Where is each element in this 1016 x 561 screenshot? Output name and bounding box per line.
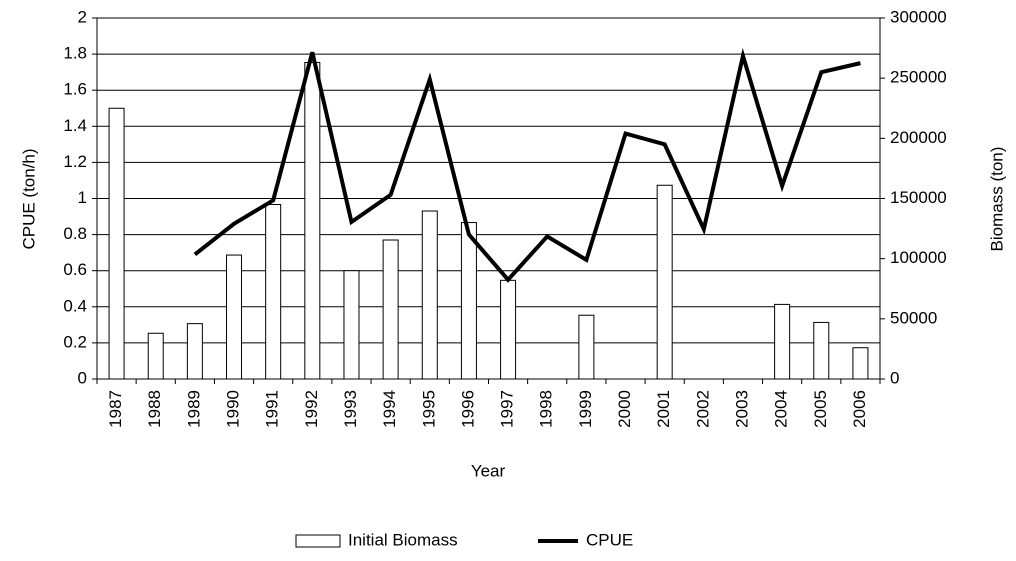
bar bbox=[186, 323, 203, 380]
legend-label: Initial Biomass bbox=[348, 530, 458, 549]
bar bbox=[852, 347, 869, 380]
y-tick-label: 1.4 bbox=[63, 116, 87, 135]
y-tick-label: 1.2 bbox=[63, 152, 87, 171]
x-tick-label: 1997 bbox=[498, 390, 517, 428]
bar bbox=[226, 254, 243, 380]
bar bbox=[656, 184, 673, 380]
x-tick-label: 1998 bbox=[537, 390, 556, 428]
bar bbox=[460, 222, 477, 380]
y-tick-label: 1 bbox=[78, 188, 87, 207]
y2-tick-label: 50000 bbox=[890, 308, 937, 327]
bar bbox=[813, 321, 830, 380]
y2-tick-label: 0 bbox=[890, 368, 899, 387]
y-tick-label: 0.8 bbox=[63, 224, 87, 243]
y-tick-label: 1.6 bbox=[63, 80, 87, 99]
bar bbox=[304, 62, 321, 380]
bar bbox=[500, 279, 517, 380]
y2-tick-label: 100000 bbox=[890, 248, 947, 267]
y-tick-label: 0.2 bbox=[63, 332, 87, 351]
x-tick-label: 1988 bbox=[145, 390, 164, 428]
bar bbox=[265, 204, 282, 380]
legend-swatch bbox=[295, 534, 341, 548]
bar bbox=[343, 270, 360, 380]
x-tick-label: 1993 bbox=[341, 390, 360, 428]
y2-tick-label: 250000 bbox=[890, 68, 947, 87]
y2-axis-label: Biomass (ton) bbox=[987, 147, 1006, 252]
x-tick-label: 1990 bbox=[224, 390, 243, 428]
y-tick-label: 0.4 bbox=[63, 296, 87, 315]
x-tick-label: 2001 bbox=[654, 390, 673, 428]
x-tick-label: 1996 bbox=[458, 390, 477, 428]
y2-tick-label: 150000 bbox=[890, 188, 947, 207]
x-tick-label: 1991 bbox=[263, 390, 282, 428]
x-tick-label: 1989 bbox=[184, 390, 203, 428]
bar bbox=[382, 239, 399, 380]
bar bbox=[108, 107, 125, 380]
bar bbox=[147, 332, 164, 380]
x-tick-label: 2006 bbox=[850, 390, 869, 428]
x-tick-label: 2004 bbox=[772, 390, 791, 428]
x-tick-label: 1987 bbox=[106, 390, 125, 428]
x-tick-label: 2005 bbox=[811, 390, 830, 428]
x-tick-label: 2002 bbox=[693, 390, 712, 428]
y2-tick-label: 200000 bbox=[890, 128, 947, 147]
x-tick-label: 1995 bbox=[419, 390, 438, 428]
x-tick-label: 1999 bbox=[576, 390, 595, 428]
x-tick-label: 1994 bbox=[380, 390, 399, 428]
y-axis-label: CPUE (ton/h) bbox=[19, 148, 38, 249]
y2-tick-label: 300000 bbox=[890, 7, 947, 26]
y-tick-label: 1.8 bbox=[63, 44, 87, 63]
bar bbox=[421, 210, 438, 380]
line bbox=[193, 48, 861, 283]
legend-label: CPUE bbox=[586, 530, 633, 549]
y-tick-label: 2 bbox=[78, 7, 87, 26]
x-tick-label: 1992 bbox=[302, 390, 321, 428]
y-tick-label: 0 bbox=[78, 368, 87, 387]
bar bbox=[578, 314, 595, 380]
x-tick-label: 2000 bbox=[615, 390, 634, 428]
y-tick-label: 0.6 bbox=[63, 260, 87, 279]
bar bbox=[774, 303, 791, 380]
x-axis-label: Year bbox=[471, 461, 506, 480]
x-tick-label: 2003 bbox=[732, 390, 751, 428]
